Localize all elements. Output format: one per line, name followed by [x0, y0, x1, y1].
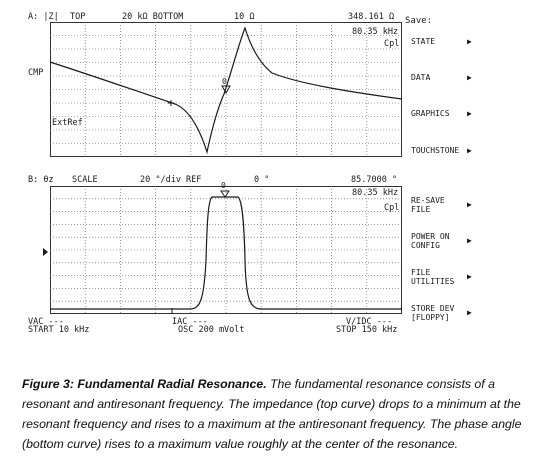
top-marker-triangle	[221, 85, 231, 95]
softkey-state-arrow-icon: ▶	[467, 37, 472, 46]
softkey-store-dev-arrow-icon: ▶	[467, 308, 472, 317]
cmp-label: CMP	[28, 68, 44, 78]
top-readout-freq: 80.35 kHz	[352, 27, 399, 37]
bottom-readout-freq: 80.35 kHz	[352, 188, 399, 198]
caption-title: Figure 3: Fundamental Radial Resonance.	[22, 377, 267, 391]
left-side-arrow	[43, 248, 48, 256]
top-scale-label: 20 kΩ BOTTOM	[122, 12, 184, 22]
bottom-scale-label: SCALE	[72, 175, 98, 185]
top-scale-mid: 10 Ω	[234, 12, 255, 22]
bottom-readout-value: 85.7000 °	[351, 175, 398, 185]
top-top-label: TOP	[70, 12, 86, 22]
top-cpl-label: Cpl	[384, 39, 400, 49]
caption-body: The fundamental resonance consists of a …	[22, 377, 522, 451]
softkey-touchstone[interactable]: TOUCHSTONE	[411, 146, 460, 155]
osc-level: OSC 200 mVolt	[178, 325, 245, 335]
softkey-resave-file[interactable]: RE-SAVE FILE	[411, 196, 445, 214]
softkey-data[interactable]: DATA	[411, 73, 431, 82]
softkey-power-on-arrow-icon: ▶	[467, 236, 472, 245]
softkey-touchstone-arrow-icon: ▶	[467, 146, 472, 155]
bottom-marker-number: 0	[221, 181, 226, 190]
softkey-graphics[interactable]: GRAPHICS	[411, 109, 450, 118]
softkey-title: Save:	[405, 16, 433, 26]
softkey-state[interactable]: STATE	[411, 37, 436, 46]
softkey-graphics-arrow-icon: ▶	[467, 109, 472, 118]
softkey-store-dev[interactable]: STORE DEV [FLOPPY]	[411, 304, 455, 322]
softkey-data-arrow-icon: ▶	[467, 73, 472, 82]
bottom-marker-triangle	[220, 190, 230, 198]
top-readout-value: 348.161 Ω	[348, 12, 395, 22]
bottom-channel-label: B: θz	[28, 175, 54, 185]
vac-label: VAC ---	[28, 317, 64, 327]
bottom-ref-value: 0 °	[254, 175, 270, 185]
stop-frequency: STOP 150 kHz	[336, 325, 398, 335]
softkey-resave-arrow-icon: ▶	[467, 200, 472, 209]
extref-label: ExtRef	[52, 118, 83, 128]
start-frequency: START 10 kHz	[28, 325, 90, 335]
bottom-scale-value: 20 °/div REF	[140, 175, 202, 185]
softkey-power-on-config[interactable]: POWER ON CONFIG	[411, 232, 450, 250]
top-marker-number: 0	[222, 77, 227, 86]
impedance-trace	[49, 26, 403, 155]
softkey-file-utilities[interactable]: FILE UTILITIES	[411, 268, 455, 286]
iac-label: IAC ---	[172, 317, 208, 327]
bottom-cpl-label: Cpl	[384, 203, 400, 213]
top-channel-label: A: |Z|	[28, 12, 59, 22]
figure-caption: Figure 3: Fundamental Radial Resonance. …	[22, 374, 522, 454]
vidc-label: V/IDC ---	[346, 317, 393, 327]
softkey-file-utilities-arrow-icon: ▶	[467, 272, 472, 281]
bottom-grid-dots	[50, 186, 402, 314]
